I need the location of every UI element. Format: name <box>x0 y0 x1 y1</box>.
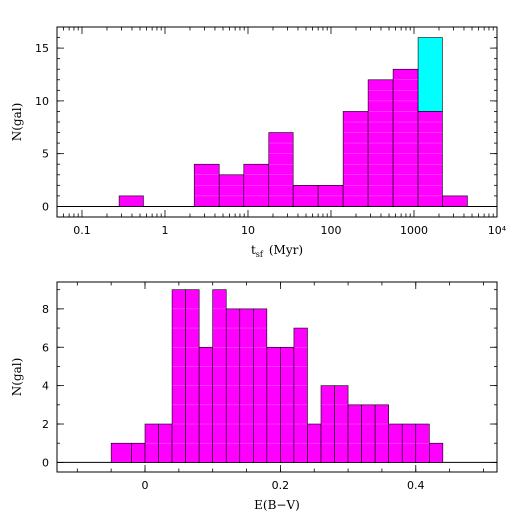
tsf-ticks <box>56 26 498 218</box>
histogram-bar <box>361 404 376 463</box>
histogram-bar <box>293 327 308 463</box>
y-tick-label: 2 <box>42 418 49 431</box>
histogram-bar <box>185 289 200 463</box>
tsf-x-label-subscript: sf <box>256 250 264 259</box>
y-tick-label: 10 <box>35 95 49 108</box>
histogram-bar <box>429 442 444 463</box>
x-tick-label: 0.2 <box>272 479 290 492</box>
tsf-tick-labels: 0 5 10 15 0.1 1 10 100 1000 10⁴ <box>35 42 507 237</box>
y-tick-label: 0 <box>42 200 49 213</box>
tsf-x-label-unit: (Myr) <box>269 243 303 257</box>
histogram-bar <box>110 442 132 463</box>
histogram-bar <box>218 174 245 207</box>
x-tick-label: 0 <box>142 479 149 492</box>
y-tick-label: 15 <box>35 42 49 55</box>
ebv-bars <box>57 289 497 463</box>
x-tick-label: 10⁴ <box>488 224 507 237</box>
histogram-bar <box>212 289 227 463</box>
y-tick-label: 6 <box>42 341 49 354</box>
x-tick-label: 1 <box>161 224 168 237</box>
tsf-x-axis-label: tsf (Myr) <box>251 243 303 259</box>
tsf-histogram: 0 5 10 15 0.1 1 10 100 1000 10⁴ N(gal) tsf (Myr) <box>10 26 507 259</box>
x-tick-label: 100 <box>320 224 341 237</box>
tsf-bars <box>57 37 497 207</box>
y-tick-label: 5 <box>42 148 49 161</box>
histogram-bar <box>342 111 369 207</box>
ebv-histogram: 0 2 4 6 8 0 0.2 0.4 N(gal) E(B−V) <box>10 281 498 512</box>
tsf-x-label-main: t <box>251 243 256 257</box>
ebv-ticks <box>57 282 497 472</box>
y-tick-label: 8 <box>42 303 49 316</box>
histogram-bar <box>374 404 389 463</box>
x-tick-label: 10 <box>241 224 255 237</box>
histogram-bar <box>347 404 362 463</box>
histogram-bar <box>131 442 146 463</box>
y-tick-label: 0 <box>42 456 49 469</box>
x-tick-label: 0.1 <box>73 224 91 237</box>
ebv-y-axis-label: N(gal) <box>10 358 24 397</box>
tsf-y-axis-label: N(gal) <box>10 103 24 142</box>
histogram-bar-stacked <box>417 37 443 112</box>
ebv-plot-frame <box>56 281 498 473</box>
histogram-bar <box>268 132 294 207</box>
ebv-tick-labels: 0 2 4 6 8 0 0.2 0.4 <box>42 303 425 492</box>
histogram-bar <box>442 195 468 207</box>
x-tick-label: 0.4 <box>407 479 425 492</box>
histogram-bar <box>118 195 144 207</box>
histogram-bar <box>171 289 186 463</box>
x-tick-label: 1000 <box>400 224 428 237</box>
ebv-x-axis-label: E(B−V) <box>254 498 300 512</box>
y-tick-label: 4 <box>42 380 49 393</box>
histogram-bar <box>392 68 419 207</box>
histogram-bar <box>417 111 443 207</box>
